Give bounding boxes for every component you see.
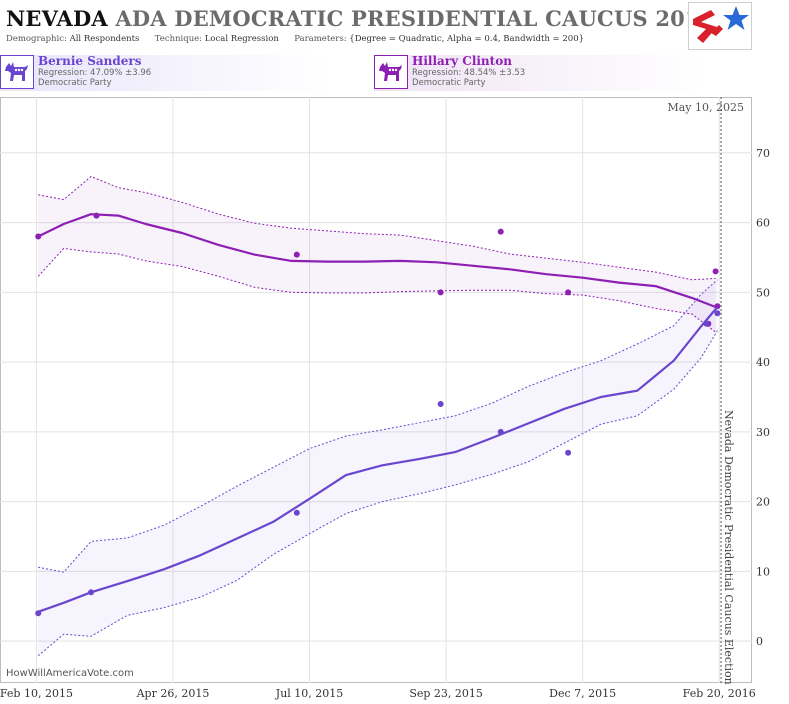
y-tick-label: 0 xyxy=(756,635,763,648)
plot-area xyxy=(0,97,752,683)
regression-trend-line xyxy=(37,213,716,309)
poll-data-point xyxy=(703,320,710,327)
parameters-label: Parameters: xyxy=(294,34,347,44)
x-tick-label: Sep 23, 2015 xyxy=(409,687,483,700)
technique-label: Technique: xyxy=(154,34,203,44)
candidate-name: Bernie Sanders xyxy=(38,54,142,68)
candidate-party: Democratic Party xyxy=(38,78,112,88)
poll-data-point xyxy=(712,268,719,275)
poll-data-point xyxy=(293,251,300,258)
confidence-lower-line xyxy=(37,330,718,657)
election-event-label: Nevada Democratic Presidential Caucus El… xyxy=(722,410,735,685)
poll-data-point xyxy=(88,589,95,596)
donkey-icon xyxy=(374,55,408,89)
poll-data-point xyxy=(565,289,572,296)
parameters-value: {Degree = Quadratic, Alpha = 0.4, Bandwi… xyxy=(349,34,585,44)
y-tick-label: 50 xyxy=(756,286,770,299)
poll-data-point xyxy=(437,289,444,296)
site-credit: HowWillAmericaVote.com xyxy=(6,668,134,679)
regression-trend-line xyxy=(37,306,719,613)
poll-data-point xyxy=(93,212,100,219)
x-tick-label: Jul 10, 2015 xyxy=(275,687,344,700)
y-tick-label: 20 xyxy=(756,496,770,509)
demographic-label: Demographic: xyxy=(6,34,67,44)
poll-data-point xyxy=(497,228,504,235)
poll-data-point xyxy=(565,449,572,456)
current-date-label: May 10, 2025 xyxy=(667,101,744,114)
title-rest: ADA DEMOCRATIC PRESIDENTIAL CAUCUS 2016 xyxy=(115,6,715,31)
y-tick-label: 10 xyxy=(756,565,770,578)
demographic-value: All Respondents xyxy=(69,34,140,44)
x-tick-label: Apr 26, 2015 xyxy=(136,687,210,700)
poll-data-point xyxy=(497,428,504,435)
poll-data-point xyxy=(35,610,42,617)
y-tick-label: 60 xyxy=(756,217,770,230)
y-tick-label: 40 xyxy=(756,356,770,369)
y-tick-label: 70 xyxy=(756,147,770,160)
poll-data-point xyxy=(437,400,444,407)
confidence-band xyxy=(38,279,718,656)
poll-data-point xyxy=(293,509,300,516)
candidate-card-clinton: Hillary Clinton Regression: 48.54% ±3.53… xyxy=(374,55,704,91)
chart-parameters: Demographic: All Respondents Technique: … xyxy=(6,34,584,44)
x-tick-label: Dec 7, 2015 xyxy=(549,687,616,700)
title-state: NEVADA xyxy=(6,6,108,31)
candidate-regression: Regression: 48.54% ±3.53 xyxy=(412,68,526,78)
confidence-upper-line xyxy=(38,279,718,573)
candidate-regression: Regression: 47.09% ±3.96 xyxy=(38,68,152,78)
poll-data-point xyxy=(35,233,42,240)
x-tick-label: Feb 10, 2015 xyxy=(0,687,73,700)
x-tick-label: Feb 20, 2016 xyxy=(683,687,756,700)
chart-title: NEVADA ADA DEMOCRATIC PRESIDENTIAL CAUCU… xyxy=(6,6,715,31)
confidence-upper-line xyxy=(38,175,716,281)
candidate-party: Democratic Party xyxy=(412,78,486,88)
candidate-card-sanders: Bernie Sanders Regression: 47.09% ±3.96 … xyxy=(0,55,330,91)
star-and-stripes-logo-icon[interactable] xyxy=(688,2,752,50)
chart-header: NEVADA ADA DEMOCRATIC PRESIDENTIAL CAUCU… xyxy=(0,0,789,52)
technique-value: Local Regression xyxy=(204,34,279,44)
candidate-name: Hillary Clinton xyxy=(412,54,512,68)
y-tick-label: 30 xyxy=(756,426,770,439)
poll-data-point xyxy=(714,310,721,317)
donkey-icon xyxy=(0,55,34,89)
confidence-band xyxy=(38,176,716,333)
